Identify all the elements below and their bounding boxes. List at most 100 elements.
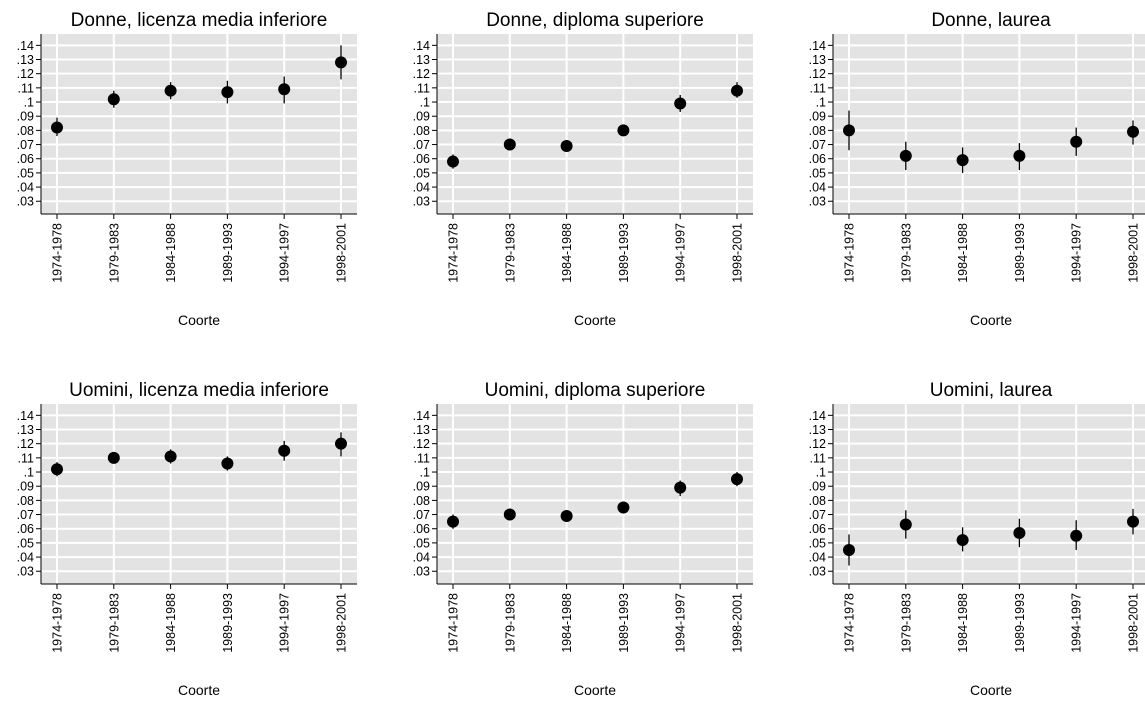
xtick-label: 1994-1997: [278, 593, 292, 653]
plot-area: [437, 404, 753, 584]
data-point: [503, 138, 516, 151]
data-point: [221, 457, 234, 470]
ytick-label: .07: [809, 138, 826, 152]
panel-title: Donne, licenza media inferiore: [71, 10, 328, 31]
xtick-label: 1989-1993: [221, 593, 235, 653]
data-point: [447, 515, 459, 528]
data-point: [1127, 125, 1139, 138]
ytick-label: .05: [413, 536, 430, 550]
ytick-label: .11: [414, 81, 430, 95]
ytick-label: .13: [17, 423, 34, 437]
data-point: [107, 93, 120, 106]
xtick-label: 1998-2001: [1127, 223, 1141, 283]
ytick-label: .06: [17, 152, 34, 166]
ytick-label: .14: [413, 39, 430, 53]
ytick-label: .04: [17, 551, 34, 565]
ytick-label: .12: [809, 437, 826, 451]
ytick-label: .07: [17, 508, 34, 522]
data-point: [843, 543, 855, 556]
ytick-label: .1: [24, 96, 34, 110]
ytick-label: .11: [18, 81, 34, 95]
xtick-label: 1998-2001: [731, 223, 745, 283]
ytick-label: .03: [17, 565, 34, 579]
xtick-label: 1979-1983: [899, 593, 913, 653]
ytick-label: .06: [17, 522, 34, 536]
data-point: [447, 155, 459, 168]
ytick-label: .06: [413, 522, 430, 536]
xtick-label: 1998-2001: [335, 223, 349, 283]
ytick-label: .14: [17, 409, 34, 423]
xtick-label: 1984-1988: [164, 593, 178, 653]
xtick-label: 1989-1993: [1013, 593, 1027, 653]
ytick-label: .05: [17, 536, 34, 550]
ytick-label: .08: [413, 124, 430, 138]
panel-4: Uomini, licenza media inferiore .03.04.05…: [17, 380, 357, 698]
data-point: [503, 508, 516, 521]
data-point: [335, 437, 347, 450]
data-point: [51, 463, 63, 476]
ytick-label: .09: [413, 480, 430, 494]
ytick-label: .12: [17, 67, 34, 81]
ytick-label: .04: [809, 551, 826, 565]
panel-2: Donne, diploma superiore .03.04.05.06.07.…: [413, 10, 753, 328]
ytick-label: .09: [17, 480, 34, 494]
ytick-label: .11: [18, 451, 34, 465]
data-point: [674, 97, 687, 110]
xtick-label: 1994-1997: [1070, 223, 1084, 283]
xtick-label: 1984-1988: [560, 223, 574, 283]
xtick-label: 1974-1978: [51, 223, 65, 283]
data-point: [899, 518, 912, 531]
panel-title: Donne, laurea: [931, 10, 1051, 31]
data-point: [278, 444, 291, 457]
ytick-label: .1: [24, 466, 34, 480]
xtick-label: 1989-1993: [617, 223, 631, 283]
panel-title: Donne, diploma superiore: [486, 10, 704, 31]
ytick-label: .13: [413, 53, 430, 67]
ytick-label: .06: [809, 522, 826, 536]
x-axis-label: Coorte: [574, 312, 616, 328]
ytick-label: .05: [413, 166, 430, 180]
xtick-label: 1998-2001: [731, 593, 745, 653]
panel-title: Uomini, licenza media inferiore: [69, 380, 329, 401]
data-point: [956, 534, 969, 547]
data-point: [1127, 515, 1139, 528]
panel-6: Uomini, laurea .03.04.05.06.07.08.09.1.11…: [809, 380, 1145, 698]
ytick-label: .11: [810, 81, 826, 95]
xtick-label: 1994-1997: [278, 223, 292, 283]
data-point: [1070, 135, 1083, 148]
panel-3: Donne, laurea .03.04.05.06.07.08.09.1.11.…: [809, 10, 1145, 328]
ytick-label: .12: [17, 437, 34, 451]
data-point: [51, 121, 63, 134]
panel-title: Uomini, laurea: [930, 380, 1053, 401]
x-axis-label: Coorte: [574, 682, 616, 698]
ytick-label: .03: [17, 195, 34, 209]
ytick-label: .07: [17, 138, 34, 152]
ytick-label: .09: [413, 110, 430, 124]
data-point: [335, 56, 347, 69]
data-point: [164, 450, 177, 463]
plot-area: [41, 404, 357, 584]
ytick-label: .03: [809, 195, 826, 209]
xtick-label: 1984-1988: [956, 223, 970, 283]
data-point: [956, 154, 969, 167]
data-point: [560, 139, 573, 152]
ytick-label: .13: [413, 423, 430, 437]
ytick-label: .12: [413, 67, 430, 81]
ytick-label: .1: [816, 466, 826, 480]
x-axis-label: Coorte: [178, 312, 220, 328]
ytick-label: .08: [17, 124, 34, 138]
ytick-label: .07: [413, 508, 430, 522]
plot-area: [833, 34, 1145, 214]
xtick-label: 1984-1988: [560, 593, 574, 653]
ytick-label: .12: [809, 67, 826, 81]
ytick-label: .1: [420, 96, 430, 110]
x-axis-label: Coorte: [970, 312, 1012, 328]
panel-title: Uomini, diploma superiore: [485, 380, 706, 401]
ytick-label: .1: [816, 96, 826, 110]
xtick-label: 1994-1997: [1070, 593, 1084, 653]
ytick-label: .06: [809, 152, 826, 166]
ytick-label: .11: [810, 451, 826, 465]
ytick-label: .04: [413, 181, 430, 195]
x-axis-label: Coorte: [178, 682, 220, 698]
